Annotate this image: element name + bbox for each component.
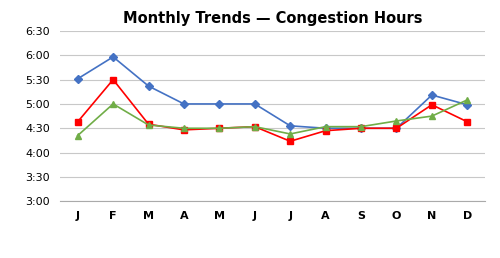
2014 [429,93,435,96]
2016 [429,115,435,118]
2016 [110,102,116,106]
Title: Monthly Trends — Congestion Hours: Monthly Trends — Congestion Hours [123,11,422,26]
2016 [322,125,328,128]
2016 [252,125,258,128]
2016 [74,134,80,137]
2014 [216,102,222,106]
2015 [394,127,400,130]
2016 [216,127,222,130]
2016 [394,119,400,123]
2015 [74,120,80,123]
Line: 2016: 2016 [74,97,470,139]
2015 [358,127,364,130]
2015 [429,103,435,106]
2015 [181,128,187,131]
2015 [287,140,293,143]
Line: 2015: 2015 [74,76,470,144]
2014 [322,127,328,130]
2016 [146,124,152,127]
2015 [110,78,116,81]
Legend: 2014, 2015, 2016: 2014, 2015, 2016 [176,254,369,258]
2016 [287,132,293,135]
2014 [146,85,152,88]
2014 [252,102,258,106]
2014 [181,102,187,106]
2015 [252,125,258,128]
2015 [464,120,470,123]
2014 [287,124,293,127]
Line: 2014: 2014 [74,54,470,131]
2015 [216,127,222,130]
2015 [322,129,328,132]
2014 [394,127,400,130]
2016 [181,127,187,130]
2014 [464,103,470,106]
2016 [464,98,470,101]
2015 [146,123,152,126]
2014 [74,77,80,80]
2014 [358,127,364,130]
2014 [110,55,116,59]
2016 [358,125,364,128]
